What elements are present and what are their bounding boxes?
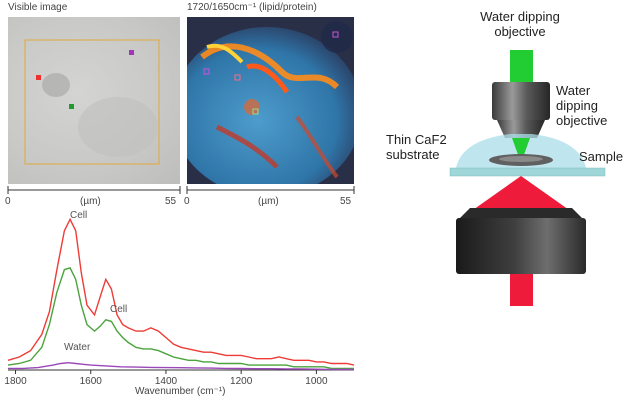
series-line-1 — [7, 267, 354, 370]
bottom-objective-body — [456, 218, 586, 274]
series-annotation: Cell — [70, 210, 87, 221]
ratio-image-title: 1720/1650cm⁻¹ (lipid/protein) — [187, 2, 317, 13]
water-droplet — [456, 134, 586, 168]
scale-unit-left: (µm) — [80, 196, 101, 207]
objective-label: Water dipping objective — [556, 83, 608, 128]
green-beam-top — [510, 50, 533, 84]
sample-label: Sample — [579, 149, 624, 164]
visible-image-overlay — [24, 39, 160, 165]
marker-purple — [129, 50, 134, 55]
green-beam-cone — [512, 138, 530, 163]
series-annotation: Cell — [110, 304, 127, 315]
substrate-label: Thin CaF2 substrate — [386, 132, 447, 162]
series-line-2 — [8, 361, 354, 371]
marker-green — [69, 104, 74, 109]
series-annotation: Water — [64, 342, 91, 353]
selection-box — [24, 39, 160, 165]
visible-image — [8, 17, 180, 184]
scale-unit-right: (µm) — [258, 196, 279, 207]
x-tick-label: 1600 — [80, 376, 103, 387]
red-beam-cone — [470, 176, 572, 212]
scale-max-right: 55 — [340, 196, 352, 207]
scale-max-left: 55 — [165, 196, 177, 207]
caf2-substrate — [449, 167, 606, 177]
scale-min-right: 0 — [184, 196, 190, 207]
series-line-0 — [7, 217, 355, 366]
x-axis-label: Wavenumber (cm⁻¹) — [135, 386, 226, 397]
top-objective-body — [492, 82, 550, 120]
x-tick-label: 1000 — [305, 376, 328, 387]
x-tick-label: 1200 — [230, 376, 253, 387]
top-objective-label: Water dipping objective — [480, 9, 560, 39]
sample — [489, 154, 553, 166]
ratio-image — [187, 17, 354, 184]
x-tick-label: 1800 — [4, 376, 27, 387]
ratio-image-map — [187, 21, 354, 184]
marker-red — [36, 75, 41, 80]
red-beam-bottom — [510, 274, 533, 306]
top-objective-tip — [497, 120, 545, 138]
scale-min-left: 0 — [5, 196, 11, 207]
bottom-objective-top — [460, 208, 582, 218]
visible-image-title: Visible image — [8, 2, 68, 13]
